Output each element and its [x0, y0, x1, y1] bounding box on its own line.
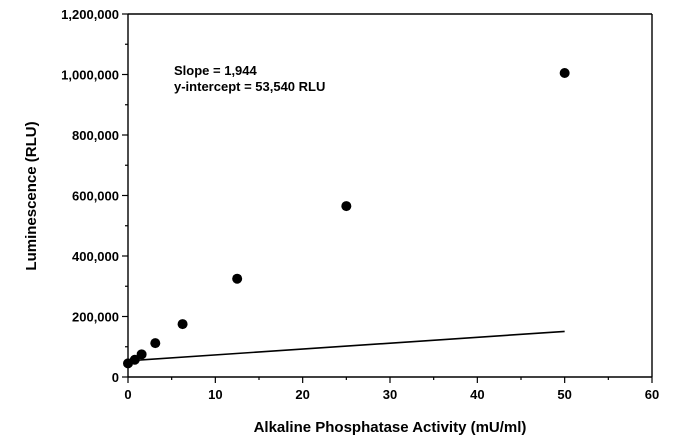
data-point: [129, 354, 140, 365]
data-point: [150, 338, 161, 349]
x-axis-title: Alkaline Phosphatase Activity (mU/ml): [254, 419, 527, 436]
y-tick-label: 200,000: [72, 310, 119, 325]
y-tick-label: 800,000: [72, 128, 119, 143]
x-tick-label: 50: [557, 387, 571, 402]
data-points: [123, 67, 570, 369]
fit-line: [127, 330, 565, 362]
y-tick-label: 1,200,000: [61, 7, 119, 22]
data-point: [341, 201, 352, 212]
y-axis-ticks: 0 200,000 400,000 600,000 800,000 1,000,000 1,…: [61, 7, 128, 385]
slope-annotation: Slope = 1,944: [174, 63, 258, 78]
y-tick-label: 0: [112, 370, 119, 385]
y-tick-label: 600,000: [72, 189, 119, 204]
y-tick-label: 400,000: [72, 249, 119, 264]
data-point: [559, 67, 570, 78]
x-axis-ticks: 0 10 20 30 40 50 60: [124, 377, 659, 402]
x-tick-label: 10: [208, 387, 222, 402]
data-point: [232, 273, 243, 284]
x-tick-label: 20: [295, 387, 309, 402]
x-tick-label: 30: [383, 387, 397, 402]
data-point: [177, 319, 188, 330]
y-tick-label: 1,000,000: [61, 68, 119, 83]
data-point: [136, 349, 147, 360]
y-axis-title: Luminescence (RLU): [23, 121, 40, 270]
x-tick-label: 40: [470, 387, 484, 402]
x-tick-label: 0: [124, 387, 131, 402]
intercept-annotation: y-intercept = 53,540 RLU: [174, 79, 325, 94]
x-tick-label: 60: [645, 387, 659, 402]
